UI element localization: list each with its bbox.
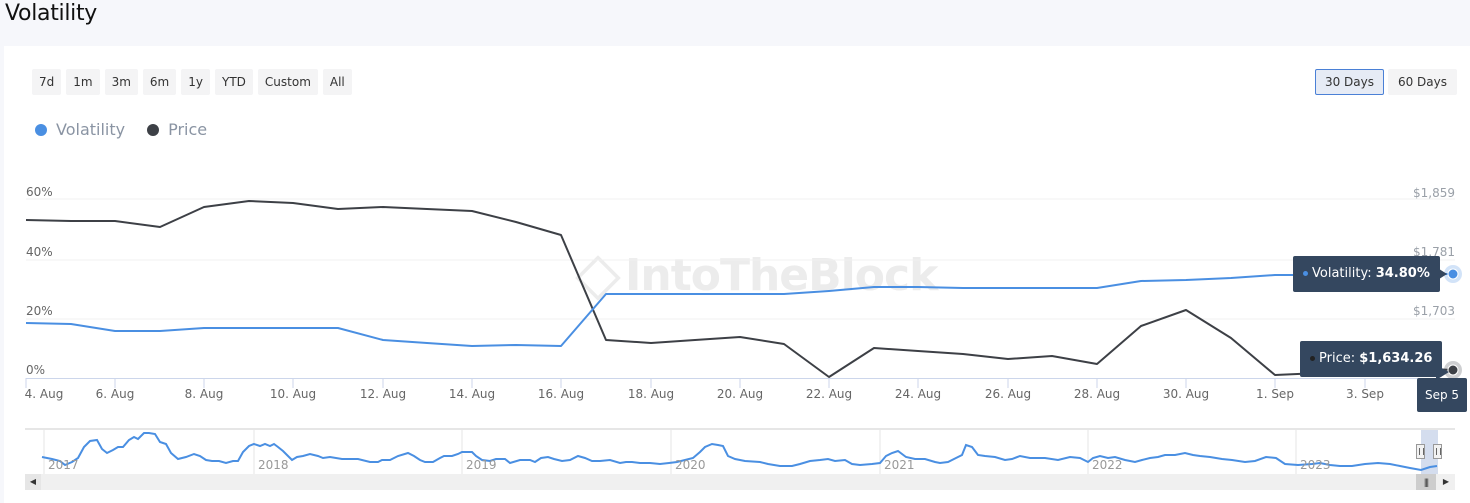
y-axis-left-label: 60% bbox=[26, 185, 53, 199]
legend-item-volatility[interactable]: Volatility bbox=[35, 120, 125, 139]
price-tooltip-value: $1,634.26 bbox=[1359, 351, 1433, 366]
navigator-year-label: 2017 bbox=[48, 458, 79, 472]
x-axis-label: 24. Aug bbox=[894, 387, 942, 401]
x-axis-label: 3. Sep bbox=[1346, 387, 1384, 401]
range-6m-button[interactable]: 6m bbox=[142, 69, 177, 95]
page-title: Volatility bbox=[5, 1, 98, 26]
y-axis-left-label: 0% bbox=[26, 363, 46, 377]
gridlines bbox=[26, 198, 1455, 320]
navigator bbox=[25, 428, 1455, 474]
volatility-dot-icon bbox=[1303, 271, 1308, 276]
volatility-tooltip-value: 34.80% bbox=[1375, 266, 1430, 281]
x-axis-ticks bbox=[25, 378, 1366, 388]
price-hover-point bbox=[1447, 364, 1459, 376]
volatility-line bbox=[25, 273, 1453, 347]
scroll-right-arrow-icon[interactable]: ▶ bbox=[1438, 474, 1454, 490]
navigator-selection bbox=[1421, 430, 1438, 474]
volatility-dot-icon bbox=[35, 123, 47, 136]
x-axis-label: 4. Aug bbox=[24, 387, 64, 401]
range-selector: 7d 1m 3m 6m 1y YTD Custom All bbox=[32, 69, 352, 95]
x-axis-label: 6. Aug bbox=[95, 387, 135, 401]
range-ytd-button[interactable]: YTD bbox=[215, 69, 253, 95]
scroll-left-arrow-icon[interactable]: ◀ bbox=[25, 474, 41, 490]
legend-label: Volatility bbox=[56, 120, 126, 139]
range-7d-button[interactable]: 7d bbox=[32, 69, 62, 95]
period-selector: 30 Days 60 Days bbox=[1314, 69, 1457, 95]
range-1m-button[interactable]: 1m bbox=[66, 69, 100, 95]
price-line bbox=[25, 200, 1454, 378]
volatility-tooltip: Volatility: 34.80% bbox=[1293, 256, 1440, 292]
chart-legend: Volatility Price bbox=[35, 120, 207, 139]
x-axis-label: 14. Aug bbox=[448, 387, 496, 401]
x-axis-label: 28. Aug bbox=[1073, 387, 1121, 401]
chart-card bbox=[4, 46, 1470, 503]
navigator-series bbox=[41, 432, 1438, 472]
navigator-year-label: 2022 bbox=[1092, 458, 1123, 472]
y-axis-right-label: $1,781 bbox=[1413, 245, 1455, 259]
x-axis-label: 12. Aug bbox=[359, 387, 407, 401]
price-tooltip: Price: $1,634.26 bbox=[1300, 341, 1443, 377]
price-dot-icon bbox=[147, 123, 160, 136]
navigator-year-label: 2021 bbox=[884, 458, 915, 472]
scrollbar-thumb[interactable]: ||| bbox=[1416, 474, 1436, 490]
period-30-days-button[interactable]: 30 Days bbox=[1314, 69, 1384, 95]
x-axis-label: 1. Sep bbox=[1256, 387, 1294, 401]
navigator-year-label: 2020 bbox=[675, 458, 706, 472]
period-60-days-button[interactable]: 60 Days bbox=[1387, 69, 1457, 95]
price-dot-icon bbox=[1310, 356, 1315, 361]
navigator-year-label: 2019 bbox=[466, 458, 497, 472]
legend-item-price[interactable]: Price bbox=[147, 120, 207, 139]
x-axis-label: 20. Aug bbox=[716, 387, 764, 401]
date-tooltip: Sep 5 bbox=[1417, 378, 1468, 412]
x-axis-label: 26. Aug bbox=[984, 387, 1032, 401]
range-1y-button[interactable]: 1y bbox=[181, 69, 210, 95]
y-axis-left-label: 40% bbox=[26, 245, 53, 259]
navigator-scrollbar[interactable]: ◀ ||| ▶ bbox=[25, 474, 1455, 490]
y-axis-right-label: $1,703 bbox=[1413, 304, 1455, 318]
legend-label: Price bbox=[168, 120, 208, 139]
y-axis-right-label: $1,859 bbox=[1413, 186, 1455, 200]
x-axis-label: 30. Aug bbox=[1162, 387, 1210, 401]
volatility-hover-point bbox=[1447, 268, 1459, 280]
y-axis-left-label: 20% bbox=[26, 304, 53, 318]
range-3m-button[interactable]: 3m bbox=[104, 69, 138, 95]
navigator-left-handle[interactable] bbox=[1416, 444, 1425, 459]
x-axis-label: 16. Aug bbox=[537, 387, 585, 401]
x-axis-label: 8. Aug bbox=[184, 387, 224, 401]
range-custom-button[interactable]: Custom bbox=[257, 69, 318, 95]
x-axis-label: 22. Aug bbox=[805, 387, 853, 401]
x-axis-label: 10. Aug bbox=[269, 387, 317, 401]
navigator-year-label: 2018 bbox=[258, 458, 289, 472]
range-all-button[interactable]: All bbox=[322, 69, 352, 95]
navigator-year-label: 2023 bbox=[1300, 458, 1331, 472]
navigator-right-handle[interactable] bbox=[1433, 444, 1442, 459]
x-axis-label: 18. Aug bbox=[627, 387, 675, 401]
